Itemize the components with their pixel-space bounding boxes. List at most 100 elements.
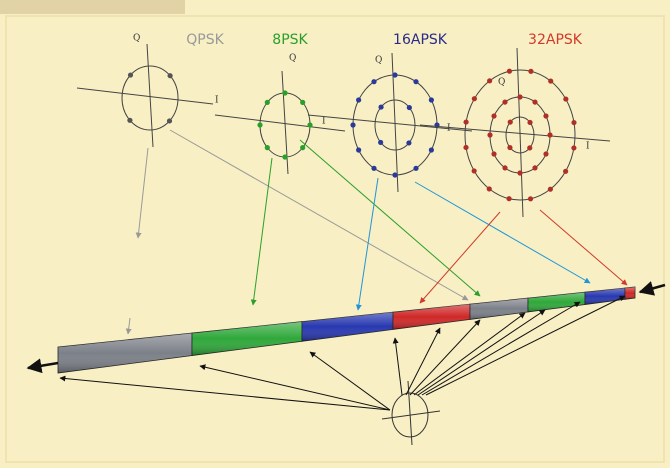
symbol-point (532, 165, 538, 171)
arrow (26, 358, 59, 374)
symbol-point (127, 72, 134, 78)
arrow (414, 181, 591, 284)
symbol-point (471, 96, 477, 102)
q-label: Q (375, 56, 382, 66)
ring (121, 65, 179, 131)
symbol-point (413, 165, 419, 171)
symbol-point (413, 79, 419, 85)
arrow (409, 319, 481, 396)
ring (505, 116, 535, 154)
tube-shade (625, 287, 635, 300)
tube-shade (585, 288, 625, 305)
arrow (59, 375, 391, 411)
symbol-point (257, 122, 263, 128)
symbol-point (282, 154, 288, 160)
symbol-point (392, 72, 398, 78)
tube-shade (528, 292, 585, 312)
symbol-point (282, 90, 288, 96)
constellation-title: QPSK (186, 32, 224, 48)
arrow (405, 327, 441, 396)
symbol-point (378, 139, 384, 146)
i-axis (419, 124, 611, 142)
constellation-title: 32APSK (528, 32, 583, 48)
symbol-point (527, 119, 533, 126)
symbol-point (392, 172, 398, 178)
arrow (125, 317, 132, 335)
symbol-point (502, 165, 508, 171)
symbol-point (167, 73, 173, 79)
arrow (413, 312, 526, 396)
symbol-point (543, 113, 549, 119)
symbol-point (517, 94, 523, 100)
symbol-point (487, 78, 493, 84)
symbol-point (428, 97, 434, 103)
symbol-point (547, 186, 553, 192)
arrow (309, 351, 391, 411)
frame (5, 15, 665, 463)
symbol-point (463, 119, 469, 125)
symbol-point (547, 132, 553, 138)
q-axis (516, 47, 524, 218)
symbol-point (502, 99, 508, 105)
symbol-point (356, 147, 362, 153)
symbol-point (517, 170, 523, 176)
symbol-point (371, 79, 377, 85)
symbol-point (491, 151, 497, 157)
ring (464, 69, 576, 201)
tube-shade (302, 312, 393, 342)
small-axis (407, 380, 413, 446)
i-label: I (322, 117, 326, 127)
top-strip (0, 0, 185, 14)
symbol-point (543, 151, 549, 157)
symbol-point (264, 145, 270, 151)
constellation-title: 16APSK (393, 32, 448, 48)
symbol-point (528, 68, 534, 74)
arrow (638, 281, 666, 296)
symbol-point (548, 78, 554, 84)
ring (374, 99, 416, 151)
tube-shade (192, 321, 302, 356)
constellation-title: 8PSK (272, 32, 308, 48)
q-label: Q (289, 54, 296, 64)
i-axis (307, 114, 473, 132)
symbol-point (487, 132, 493, 138)
symbol-point (264, 99, 270, 105)
symbol-point (371, 165, 377, 171)
symbol-point (527, 145, 533, 151)
arrow (199, 364, 391, 411)
symbol-point (486, 186, 492, 192)
arrow (392, 337, 403, 396)
symbol-point (428, 147, 434, 153)
small-ring (391, 392, 429, 438)
symbol-point (350, 122, 356, 128)
arrow (355, 177, 379, 311)
symbol-point (127, 117, 133, 123)
symbol-point (491, 113, 497, 119)
symbol-point (356, 97, 362, 103)
i-label: I (586, 142, 590, 152)
symbol-point (563, 168, 569, 174)
symbol-point (406, 140, 412, 146)
symbol-point (507, 119, 513, 125)
symbol-point (532, 99, 538, 105)
arrow (419, 211, 501, 304)
symbol-point (300, 99, 306, 105)
arrow (539, 209, 628, 286)
symbol-point (507, 144, 513, 151)
q-label: Q (133, 34, 140, 44)
arrow (421, 301, 581, 396)
q-label: Q (498, 78, 505, 88)
symbol-point (571, 145, 577, 151)
symbol-point (471, 168, 477, 174)
symbol-point (166, 118, 173, 124)
symbol-point (571, 119, 577, 126)
arrow (250, 157, 273, 306)
symbol-point (506, 68, 513, 74)
symbol-point (527, 196, 534, 202)
symbol-point (300, 145, 306, 151)
small-axis (381, 410, 441, 420)
symbol-point (563, 96, 569, 102)
arrow (417, 309, 546, 396)
